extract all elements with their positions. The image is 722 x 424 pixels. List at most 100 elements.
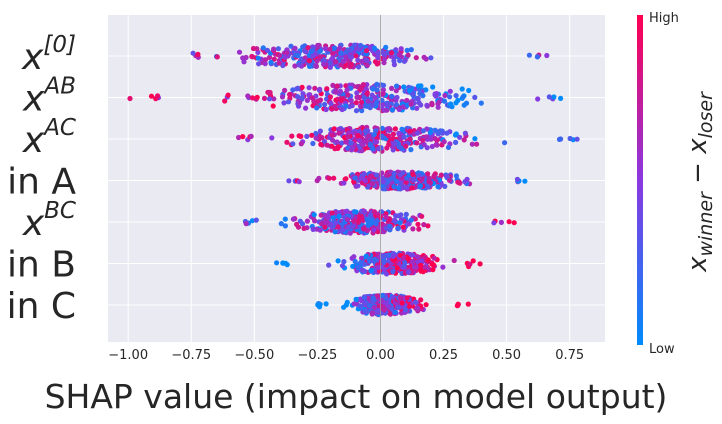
- x-axis-title: SHAP value (impact on model output): [45, 377, 668, 416]
- point-0-316: [282, 54, 288, 60]
- point-4-318: [395, 225, 401, 231]
- point-4-4: [243, 221, 249, 227]
- point-1-110: [414, 105, 420, 111]
- point-4-105: [392, 217, 398, 223]
- point-0-219: [271, 46, 277, 52]
- point-2-169: [399, 126, 405, 132]
- point-3-265: [391, 171, 397, 177]
- point-4-258: [324, 220, 330, 226]
- point-5-204: [351, 254, 357, 260]
- point-1-247: [406, 88, 413, 94]
- point-5-189: [359, 255, 365, 261]
- point-4-240: [322, 224, 328, 230]
- point-1-196: [261, 95, 268, 101]
- x-tick-label-2: −0.50: [234, 348, 274, 363]
- point-3-275: [455, 179, 461, 185]
- point-0-301: [321, 61, 327, 67]
- point-2-312: [441, 139, 447, 145]
- point-0-112: [408, 47, 414, 53]
- point-2-252: [309, 132, 315, 138]
- point-2-270: [408, 147, 414, 153]
- point-2-246: [421, 142, 427, 148]
- point-6-117: [418, 297, 424, 303]
- point-3-259: [343, 176, 349, 182]
- point-2-308: [427, 129, 433, 136]
- point-1-289: [314, 105, 320, 111]
- point-0-235: [330, 51, 336, 57]
- point-2-236: [290, 141, 296, 147]
- point-0-259: [302, 48, 308, 54]
- point-1-155: [430, 84, 436, 90]
- point-0-168: [256, 61, 262, 67]
- point-1-275: [349, 103, 355, 109]
- point-1-314: [225, 92, 231, 98]
- point-5-308: [350, 263, 356, 269]
- feature-label-2: xAC: [22, 115, 76, 161]
- point-5-313: [362, 261, 368, 267]
- point-4-317: [335, 224, 341, 230]
- point-3-318: [391, 184, 397, 190]
- point-4-281: [355, 219, 361, 225]
- point-4-291: [403, 211, 409, 217]
- feature-label-3: in A: [7, 162, 76, 203]
- point-1-308: [396, 106, 402, 112]
- point-0-310: [349, 61, 355, 68]
- point-6-319: [362, 308, 368, 314]
- point-1-286: [312, 85, 318, 91]
- point-5-284: [341, 259, 347, 265]
- point-1-284: [448, 101, 454, 107]
- point-0-212: [275, 46, 281, 52]
- point-4-218: [340, 227, 346, 233]
- point-0-273: [375, 51, 381, 57]
- point-1-220: [358, 85, 364, 91]
- point-4-288: [379, 209, 385, 215]
- point-0-305: [318, 54, 324, 60]
- point-4-234: [282, 223, 288, 229]
- point-2-210: [414, 130, 420, 136]
- point-6-313: [403, 307, 409, 313]
- point-3-319: [410, 171, 416, 177]
- point-2-316: [368, 142, 374, 148]
- point-5-309: [405, 269, 412, 275]
- point-3-309: [431, 174, 437, 180]
- point-5-311: [394, 265, 400, 271]
- point-2-7: [567, 135, 573, 142]
- point-1-189: [373, 100, 380, 106]
- point-2-305: [403, 143, 409, 149]
- point-1-5: [558, 95, 564, 101]
- point-3-298: [426, 175, 432, 181]
- point-0-288: [338, 50, 344, 56]
- point-1-304: [389, 93, 395, 99]
- point-4-50: [416, 226, 422, 232]
- point-1-291: [460, 94, 466, 100]
- point-0-275: [389, 50, 395, 56]
- point-3-276: [341, 180, 347, 186]
- point-1-255: [453, 100, 459, 106]
- x-tick-label-0: −1.00: [108, 348, 148, 363]
- point-4-220: [408, 217, 414, 223]
- point-0-4: [195, 51, 201, 58]
- point-0-174: [262, 61, 268, 67]
- point-1-185: [306, 92, 312, 98]
- point-5-271: [409, 259, 415, 265]
- point-4-307: [336, 213, 342, 219]
- point-2-292: [472, 136, 478, 142]
- point-0-208: [292, 63, 298, 69]
- point-6-293: [414, 305, 421, 311]
- point-1-262: [424, 102, 430, 108]
- point-3-193: [464, 176, 470, 182]
- point-4-306: [361, 226, 367, 232]
- point-4-285: [378, 226, 384, 232]
- point-1-315: [353, 108, 360, 114]
- point-2-299: [371, 131, 377, 137]
- point-6-312: [377, 303, 383, 309]
- point-4-221: [347, 230, 353, 236]
- point-2-249: [324, 142, 330, 148]
- point-2-264: [437, 128, 443, 134]
- point-6-294: [399, 300, 405, 306]
- point-5-223: [418, 268, 424, 274]
- point-4-266: [282, 216, 288, 222]
- point-3-75: [453, 173, 459, 179]
- point-3-301: [417, 183, 424, 189]
- point-3-7: [522, 178, 528, 184]
